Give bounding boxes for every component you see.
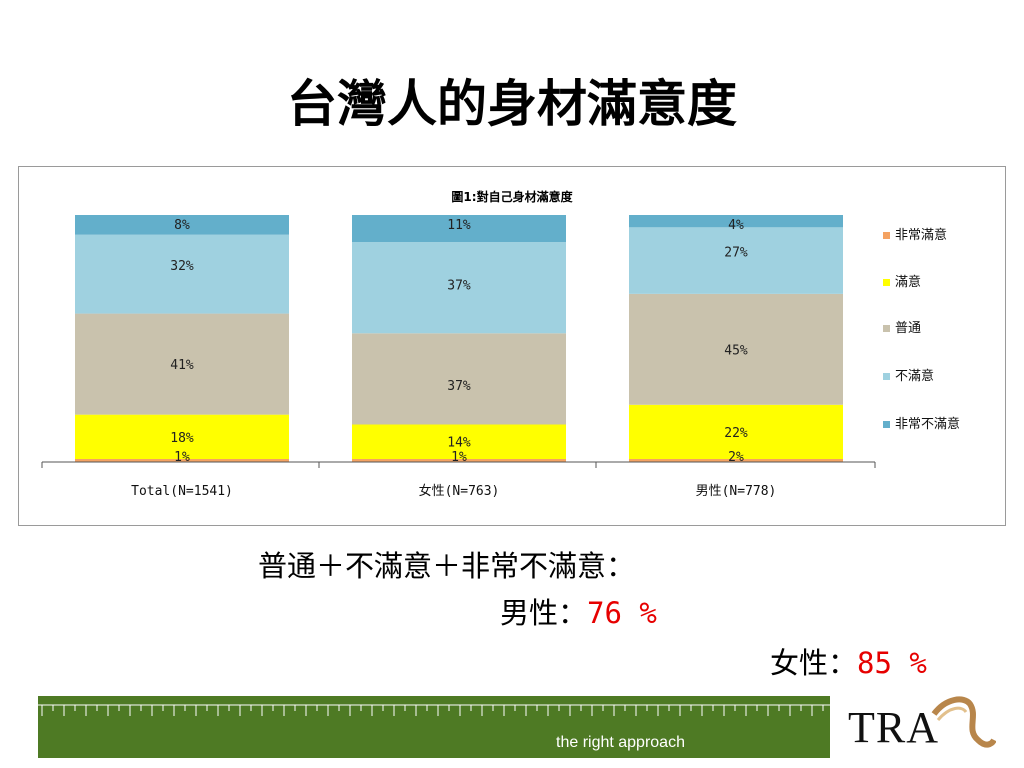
data-label: 14% bbox=[447, 436, 471, 451]
ruler-ticks bbox=[38, 704, 830, 716]
bar-segment bbox=[352, 215, 566, 243]
bar-segment bbox=[629, 227, 843, 294]
data-label: 22% bbox=[724, 426, 748, 441]
female-label: 女性： bbox=[770, 646, 858, 680]
bar-segment bbox=[75, 215, 289, 235]
summary-formula: 普通＋不滿意＋非常不滿意： bbox=[258, 549, 636, 583]
bar-segment bbox=[75, 313, 289, 415]
bar-segment-very-satisfied bbox=[352, 459, 566, 462]
bar-segment bbox=[629, 215, 843, 228]
bar-segment-very-satisfied bbox=[629, 459, 843, 462]
data-label: 32% bbox=[170, 259, 194, 274]
category-label: Total(N=1541) bbox=[131, 484, 233, 499]
legend-swatch bbox=[883, 232, 890, 239]
female-value: 85 % bbox=[857, 646, 927, 680]
legend-swatch bbox=[883, 279, 890, 286]
bar-segment bbox=[629, 404, 843, 459]
summary-female: 女性：85 % bbox=[770, 640, 927, 682]
data-label-bottom: 1% bbox=[174, 450, 190, 465]
legend-label: 不滿意 bbox=[895, 368, 934, 384]
data-label: 37% bbox=[447, 279, 471, 294]
legend-swatch bbox=[883, 325, 890, 332]
tra-logo: TRA bbox=[840, 696, 996, 762]
data-label-bottom: 2% bbox=[728, 450, 744, 465]
bar-segment bbox=[352, 242, 566, 334]
data-label: 27% bbox=[724, 246, 748, 261]
chart-frame: 圖1:對自己身材滿意度 18% 41% 32% 8% 1% Total(N=1541) 14%… bbox=[18, 166, 1006, 526]
category-label: 男性(N=778) bbox=[696, 484, 777, 499]
legend-swatch bbox=[883, 421, 890, 428]
slide-title: 台灣人的身材滿意度 bbox=[287, 74, 737, 133]
data-label: 18% bbox=[170, 431, 194, 446]
legend-label: 非常滿意 bbox=[895, 227, 947, 243]
bar-segment bbox=[75, 234, 289, 314]
data-label: 41% bbox=[170, 358, 194, 373]
stacked-bar-chart: 圖1:對自己身材滿意度 18% 41% 32% 8% 1% Total(N=1541) 14%… bbox=[41, 189, 960, 499]
bar-segment bbox=[75, 414, 289, 459]
data-label-bottom: 1% bbox=[451, 450, 467, 465]
data-label: 45% bbox=[724, 343, 748, 358]
category-label: 女性(N=763) bbox=[419, 483, 500, 499]
male-label: 男性： bbox=[500, 596, 588, 630]
data-label: 8% bbox=[174, 218, 190, 233]
bar-segment-very-satisfied bbox=[75, 459, 289, 462]
male-value: 76 % bbox=[587, 596, 657, 630]
legend-label: 非常不滿意 bbox=[895, 416, 960, 432]
chart-title: 圖1:對自己身材滿意度 bbox=[451, 189, 573, 204]
logo-ribbon-icon bbox=[931, 696, 996, 748]
logo-text: TRA bbox=[848, 703, 939, 752]
bar-segment bbox=[352, 333, 566, 425]
bar-segment bbox=[352, 424, 566, 459]
data-label: 37% bbox=[447, 379, 471, 394]
data-label: 4% bbox=[728, 218, 744, 233]
summary-male: 男性：76 % bbox=[500, 590, 657, 632]
bar-segment bbox=[629, 293, 843, 405]
legend-swatch bbox=[883, 373, 890, 380]
footer-tagline: the right approach bbox=[556, 734, 685, 751]
legend-label: 普通 bbox=[895, 321, 921, 336]
legend-label: 滿意 bbox=[895, 274, 921, 290]
footer-bar bbox=[38, 696, 830, 758]
data-label: 11% bbox=[447, 218, 471, 233]
